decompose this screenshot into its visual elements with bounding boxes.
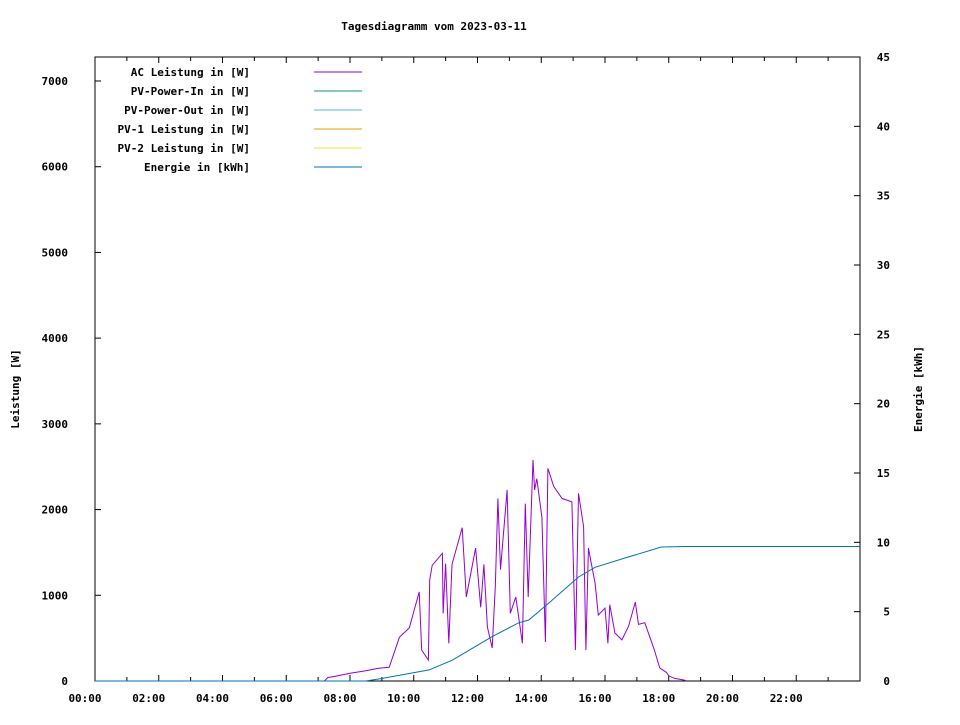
- x-tick-label: 18:00: [642, 692, 675, 705]
- legend-label: PV-Power-Out in [W]: [124, 104, 250, 117]
- x-tick-label: 16:00: [578, 692, 611, 705]
- y-tick-label: 3000: [42, 418, 69, 431]
- x-tick-label: 04:00: [196, 692, 229, 705]
- y2-tick-label: 0: [883, 675, 890, 688]
- x-tick-label: 02:00: [132, 692, 165, 705]
- legend-label: Energie in [kWh]: [144, 161, 250, 174]
- x-tick-label: 00:00: [68, 692, 101, 705]
- x-tick-label: 06:00: [260, 692, 293, 705]
- y2-tick-label: 40: [877, 120, 890, 133]
- y-tick-label: 7000: [42, 75, 69, 88]
- y2-axis-label: Energie [kWh]: [912, 346, 925, 432]
- y2-tick-label: 45: [877, 51, 890, 64]
- y-tick-label: 2000: [42, 504, 69, 517]
- y2-tick-label: 25: [877, 328, 890, 341]
- legend-label: AC Leistung in [W]: [131, 66, 250, 79]
- ac-power-line: [325, 460, 687, 681]
- y-tick-label: 0: [61, 675, 68, 688]
- y2-tick-label: 15: [877, 467, 890, 480]
- y-tick-label: 6000: [42, 161, 69, 174]
- x-tick-label: 12:00: [451, 692, 484, 705]
- y-tick-label: 5000: [42, 246, 69, 259]
- x-tick-label: 14:00: [515, 692, 548, 705]
- y2-tick-label: 20: [877, 398, 890, 411]
- y-axis-label: Leistung [W]: [9, 349, 22, 428]
- x-tick-label: 22:00: [770, 692, 803, 705]
- x-tick-label: 10:00: [387, 692, 420, 705]
- legend-label: PV-1 Leistung in [W]: [118, 123, 250, 136]
- x-tick-label: 08:00: [323, 692, 356, 705]
- chart-title: Tagesdiagramm vom 2023-03-11: [341, 20, 527, 33]
- y2-tick-label: 5: [883, 606, 890, 619]
- y2-tick-label: 35: [877, 190, 890, 203]
- legend-label: PV-Power-In in [W]: [131, 85, 250, 98]
- x-tick-label: 20:00: [706, 692, 739, 705]
- y2-tick-label: 30: [877, 259, 890, 272]
- y-tick-label: 1000: [42, 589, 69, 602]
- y2-tick-label: 10: [877, 536, 890, 549]
- legend-label: PV-2 Leistung in [W]: [118, 142, 250, 155]
- y-tick-label: 4000: [42, 332, 69, 345]
